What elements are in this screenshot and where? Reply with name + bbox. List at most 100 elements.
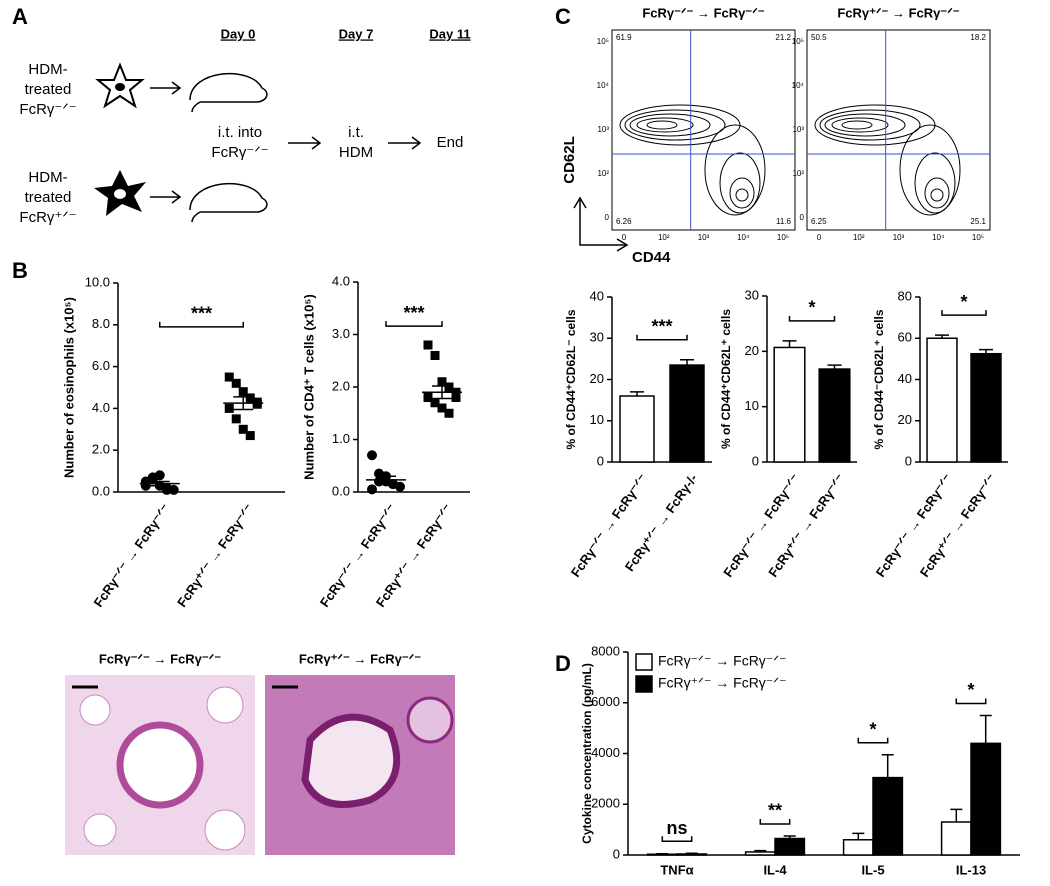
step-label: HDM [339,144,373,161]
error-bar [852,832,865,840]
flow-x-tick: 10⁴ [932,233,945,242]
significance-bracket [159,321,244,328]
y-tick-label: 6.0 [92,358,110,373]
flow-x-tick: 10³ [893,233,905,242]
significance-bracket [385,321,443,327]
data-point [430,351,440,360]
error-bar [432,385,452,400]
flow-y-tick: 10⁴ [597,81,610,90]
day-label: Day 11 [429,26,470,41]
significance-label: * [960,292,967,312]
data-point [245,393,255,403]
flow-y-tick: 10⁵ [597,37,609,46]
legend-label: FcRγ⁺ᐟ⁻ → FcRγ⁻ᐟ⁻ [658,675,787,691]
y-tick-label: 80 [898,288,912,303]
error-bar [149,480,170,487]
significance-label: *** [403,303,424,323]
flow-y-tick: 10² [597,169,609,178]
bar [773,346,806,463]
significance-label: * [808,298,815,318]
y-tick-label: 10 [745,398,759,413]
significance-label: *** [191,304,212,324]
data-point [224,403,234,413]
flow-x-tick: 10⁵ [972,233,984,242]
error-bar [783,835,796,839]
mouse-icon [189,182,268,223]
donor-label: FcRγ⁺ᐟ⁻ [19,209,76,226]
histology-title: FcRγ⁺ᐟ⁻ → FcRγ⁻ᐟ⁻ [299,651,421,666]
panel-letter: C [555,4,571,29]
histology-title: FcRγ⁻ᐟ⁻ → FcRγ⁻ᐟ⁻ [99,651,221,666]
y-axis-title: Number of CD4⁺ T cells (x10⁵) [301,294,316,480]
data-point [252,399,262,409]
y-tick-label: 2.0 [92,442,110,457]
data-point [423,340,433,350]
cell-nucleus [114,189,126,199]
step-label: i.t. into [218,124,262,141]
axis-arrow [573,196,629,252]
data-point [224,372,234,382]
y-tick-label: 0 [613,846,620,861]
significance-label: *** [651,316,672,336]
bar [926,337,958,463]
error-bar [827,364,842,370]
flow-frame [611,29,796,231]
bar [818,368,851,463]
flow-x-tick: 0 [622,233,627,242]
y-tick-label: 8.0 [92,316,110,331]
bar [669,364,705,463]
significance-label: * [869,720,876,740]
significance-bracket [857,737,889,744]
quadrant-value: 6.25 [811,217,827,226]
significance-bracket [955,698,987,705]
flow-y-tick: 10⁵ [792,37,804,46]
x-tick-label: IL-5 [861,862,884,877]
data-point [451,393,461,402]
error-bar [935,334,949,339]
flow-y-tick: 10⁴ [792,81,805,90]
x-tick-label: FcRγ⁻ᐟ⁻ → FcRγ⁻ᐟ⁻ [91,501,173,610]
donor-label: FcRγ⁻ᐟ⁻ [19,101,76,118]
data-point [147,472,158,483]
error-bar [376,475,396,485]
bar [842,839,874,856]
y-axis-title: % of CD44⁻CD62L⁺ cells [872,309,886,449]
y-tick-label: 4.0 [92,400,110,415]
y-tick-label: 30 [590,330,604,345]
flow-x-tick: 10² [853,233,865,242]
bar [970,352,1002,463]
data-point [367,450,377,461]
y-tick-label: 10 [590,412,604,427]
flow-x-tick: 10² [658,233,670,242]
error-bar [630,391,644,396]
y-tick-label: 0 [752,453,759,468]
y-axis-title: Cytokine concentration (pg/mL) [580,663,594,844]
significance-label: ns [666,818,687,838]
data-point [437,403,447,413]
y-tick-label: 0 [905,453,912,468]
flow-y-tick: 10³ [792,125,804,134]
panel-letter: A [12,4,28,29]
y-axis-title: % of CD44⁺CD62L⁺ cells [719,309,733,449]
x-tick-label: FcRγ⁺ᐟ⁻ → FcRγ⁻ᐟ⁻ [917,471,999,580]
y-tick-label: 0.0 [92,483,110,498]
error-bar [950,808,963,823]
flow-y-tick: 0 [800,213,805,222]
quadrant-value: 18.2 [970,33,986,42]
step-label: FcRγ⁻ᐟ⁻ [211,144,268,161]
cell-nucleus [115,83,125,91]
y-tick-label: 4000 [591,745,620,760]
data-point [444,408,454,418]
day-label: Day 7 [339,26,374,41]
step-label: End [437,134,464,151]
significance-bracket [788,315,836,322]
y-tick-label: 4.0 [332,273,350,288]
significance-label: * [967,680,974,700]
data-point [437,377,447,387]
day-label: Day 0 [221,26,256,41]
data-point [423,393,433,402]
flow-x-tick: 10³ [698,233,710,242]
panel-letter: B [12,258,28,283]
error-bar [680,358,694,366]
